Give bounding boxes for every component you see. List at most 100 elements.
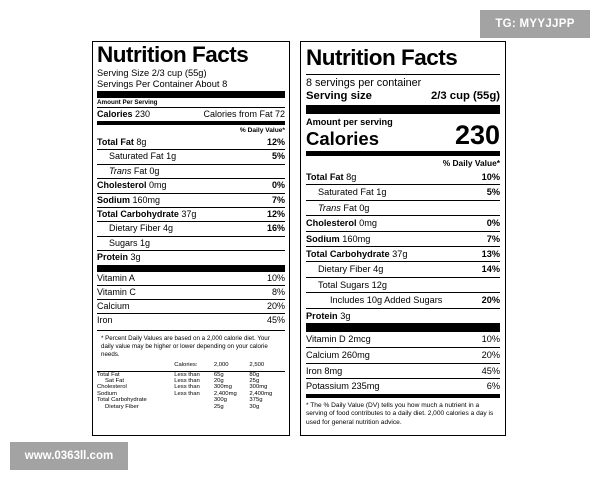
nutrient-dv: 14%: [481, 264, 500, 275]
vitamin-row: Iron 45%: [97, 313, 285, 327]
watermark-top: TG: MYYJJPP: [480, 10, 590, 38]
old-calories-value: 230: [135, 109, 151, 119]
dv-table-header: Calories: 2,000 2,500: [97, 362, 285, 371]
old-dv-header: % Daily Value*: [239, 127, 285, 134]
new-amount-per-serving: Amount per serving: [306, 117, 393, 127]
vitamin-name: Calcium 260mg: [306, 349, 370, 360]
medium-divider: [306, 394, 500, 399]
dv-table-cell: Cholesterol: [97, 384, 127, 391]
nutrient-amount: Fat 0g: [343, 202, 370, 213]
dv-table-cell: 30g: [249, 403, 260, 410]
nutrient-dv: 20%: [481, 295, 500, 306]
nutrient-dv: 0%: [271, 180, 285, 191]
nutrient-name: Dietary Fiber: [109, 223, 161, 234]
new-vitamin-list: Vitamin D 2mcg 10% Calcium 260mg 20% Iron 8m…: [306, 332, 500, 394]
nutrient-name: Cholesterol: [306, 218, 357, 229]
new-calories-label: Calories: [306, 128, 380, 149]
new-servings-per-container: 8 servings per container: [306, 77, 422, 89]
nutrient-name: Total Carbohydrate: [306, 249, 390, 260]
nutrient-amount: 4g: [163, 223, 174, 234]
vitamin-dv: 10%: [266, 272, 285, 283]
nutrient-row: Sodium 160mg 7%: [97, 192, 285, 207]
vitamin-row: Iron 8mg 45%: [306, 362, 500, 379]
nutrient-amount: 37g: [392, 249, 408, 260]
nutrient-name: Total Sugars: [318, 279, 370, 290]
vitamin-row: Vitamin D 2mcg 10%: [306, 332, 500, 347]
vitamin-dv: 45%: [481, 365, 500, 376]
nutrient-name-amount: Cholesterol 0mg: [97, 179, 167, 192]
dv-table-cell: Less than: [174, 384, 200, 391]
dv-table-cell: 300mg: [213, 384, 232, 391]
nutrient-row: Sugars 1g: [97, 235, 285, 250]
new-nutrition-label: Nutrition Facts 8 servings per container…: [300, 41, 506, 436]
nutrient-row: Protein 3g: [306, 307, 500, 323]
vitamin-name: Vitamin D 2mcg: [306, 334, 371, 345]
vitamin-row: Vitamin C 8%: [97, 284, 285, 299]
nutrient-row: Trans Fat 0g: [97, 163, 285, 178]
nutrient-name: Includes 10g Added Sugars: [330, 295, 443, 306]
nutrient-name: Trans: [318, 202, 341, 213]
nutrient-row: Protein 3g: [97, 250, 285, 264]
nutrient-name: Total Carbohydrate: [97, 209, 179, 220]
dv-table-header-cell: 2,500: [249, 362, 265, 369]
dv-table-row: Cholesterol Less than 300mg 300mg: [97, 384, 285, 390]
new-calories-row: Calories 230: [306, 122, 500, 149]
thick-divider: [306, 105, 500, 114]
nutrient-amount: Fat 0g: [133, 165, 160, 176]
old-calories-label: Calories: [97, 109, 133, 119]
nutrient-dv: 7%: [271, 194, 285, 205]
nutrient-name-amount: Trans Fat 0g: [109, 165, 159, 178]
dv-table-header-cell: Calories:: [174, 362, 198, 369]
dv-table-cell: 25g: [249, 378, 260, 385]
nutrient-row: Dietary Fiber 4g 16%: [97, 221, 285, 235]
nutrient-row: Total Fat 8g 10%: [306, 170, 500, 184]
nutrient-name-amount: Saturated Fat 1g: [109, 150, 176, 163]
nutrient-name-amount: Dietary Fiber 4g: [109, 222, 173, 235]
nutrient-name-amount: Total Fat 8g: [97, 136, 146, 149]
dv-table-cell: Sat Fat: [105, 378, 124, 385]
nutrient-amount: 3g: [130, 252, 141, 263]
dv-table-row: Sat Fat Less than 20g 25g: [97, 378, 285, 384]
old-amount-per-serving: Amount Per Serving: [97, 99, 158, 106]
new-serving-size-row: Serving size 2/3 cup (55g): [306, 89, 500, 103]
dv-table-cell: Total Carbohydrate: [97, 397, 147, 404]
new-calories-value: 230: [454, 120, 500, 150]
nutrient-dv: 12%: [266, 137, 285, 147]
nutrient-dv: 0%: [486, 218, 500, 229]
old-nutrition-label: Nutrition Facts Serving Size 2/3 cup (55…: [92, 41, 290, 436]
nutrient-name: Sodium: [306, 233, 340, 244]
dv-table-row: Total Fat Less than 65g 80g: [97, 371, 285, 378]
dv-table-cell: Total Fat: [97, 371, 120, 378]
thick-divider: [97, 91, 285, 98]
dv-table-row: Total Carbohydrate 300g 375g: [97, 397, 285, 403]
nutrient-amount: 160mg: [132, 194, 161, 205]
new-serving-size-value: 2/3 cup (55g): [430, 90, 500, 102]
nutrient-name-amount: Protein 3g: [306, 309, 350, 323]
nutrient-dv: 10%: [481, 172, 500, 182]
nutrient-dv: 5%: [271, 151, 285, 162]
nutrient-name-amount: Total Fat 8g: [306, 170, 356, 184]
nutrient-amount: 12g: [371, 279, 387, 290]
nutrient-dv: 7%: [486, 233, 500, 244]
dv-table-cell: 65g: [213, 371, 224, 378]
vitamin-name: Vitamin A: [97, 272, 135, 283]
watermark-bottom: www.0363ll.com: [10, 442, 128, 470]
nutrient-amount: 1g: [376, 187, 387, 198]
nutrient-name-amount: Saturated Fat 1g: [318, 185, 386, 199]
nutrient-name-amount: Sodium 160mg: [97, 194, 160, 207]
dv-table-header-cell: 2,000: [213, 362, 229, 369]
dv-table-cell: 20g: [213, 378, 224, 385]
nutrient-amount: 1g: [140, 237, 151, 248]
vitamin-dv: 6%: [486, 381, 500, 392]
nutrient-row: Total Sugars 12g: [306, 276, 500, 292]
nutrient-name: Sugars: [109, 237, 138, 248]
nutrient-amount: 4g: [373, 264, 384, 275]
dv-table-row: Sodium Less than 2,400mg 2,400mg: [97, 391, 285, 397]
nutrient-name: Dietary Fiber: [318, 264, 371, 275]
vitamin-name: Potassium 235mg: [306, 381, 380, 392]
nutrient-row: Dietary Fiber 4g 14%: [306, 261, 500, 276]
nutrient-name-amount: Sodium 160mg: [306, 232, 370, 246]
nutrient-row: Sodium 160mg 7%: [306, 230, 500, 246]
nutrient-row: Trans Fat 0g: [306, 199, 500, 215]
vitamin-name: Iron: [97, 315, 113, 326]
